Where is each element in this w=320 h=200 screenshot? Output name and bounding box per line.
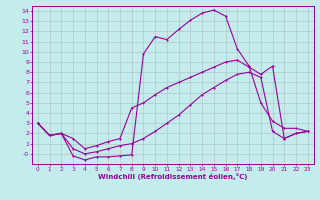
- X-axis label: Windchill (Refroidissement éolien,°C): Windchill (Refroidissement éolien,°C): [98, 173, 247, 180]
